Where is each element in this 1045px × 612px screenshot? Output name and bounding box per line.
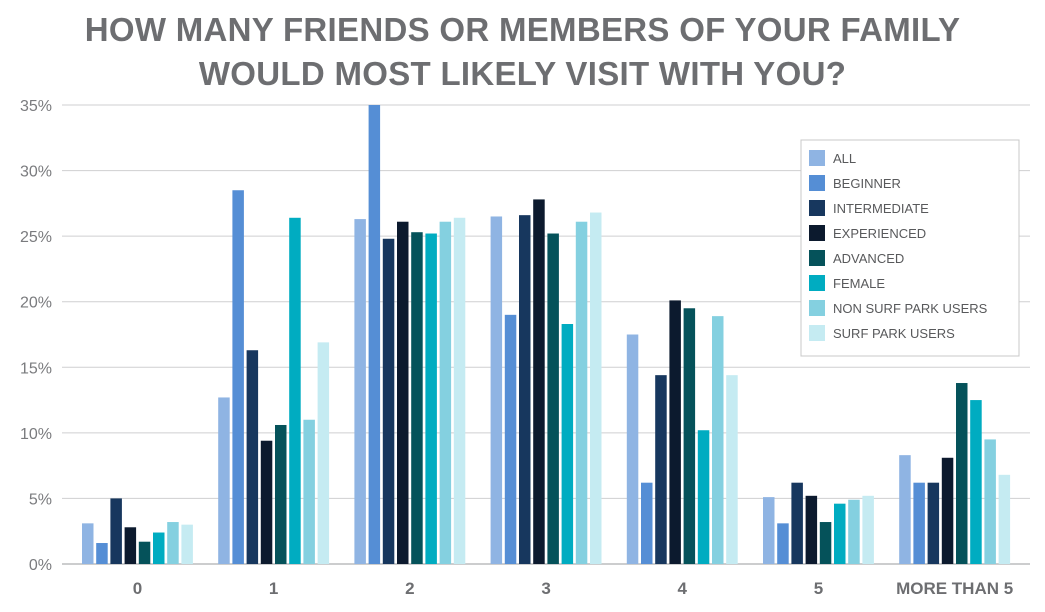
x-tick-label: 1 bbox=[269, 579, 278, 598]
y-tick-label: 20% bbox=[20, 295, 52, 312]
bar bbox=[641, 482, 653, 564]
bar bbox=[490, 216, 503, 564]
bar bbox=[218, 397, 230, 564]
chart-title-line-1: HOW MANY FRIENDS OR MEMBERS OF YOUR FAMI… bbox=[84, 11, 961, 48]
legend: ALL BEGINNER INTERMEDIATE EXPERIENCED ADVANC… bbox=[800, 139, 1020, 357]
bar bbox=[519, 215, 531, 564]
bar bbox=[791, 482, 803, 564]
legend-swatch bbox=[809, 175, 825, 191]
legend-box bbox=[800, 139, 1020, 357]
bar bbox=[777, 523, 789, 564]
bars bbox=[82, 105, 1011, 565]
legend-label: ADVANCED bbox=[833, 251, 904, 266]
bar bbox=[697, 430, 710, 564]
bar bbox=[805, 495, 818, 564]
bar bbox=[970, 400, 982, 564]
y-tick-label: 5% bbox=[29, 491, 52, 508]
bar bbox=[561, 324, 574, 564]
bar bbox=[683, 308, 696, 564]
bar bbox=[167, 522, 179, 564]
legend-swatch bbox=[809, 200, 825, 216]
bar bbox=[626, 334, 639, 564]
bar bbox=[819, 522, 832, 564]
bar bbox=[397, 221, 409, 564]
legend-label: BEGINNER bbox=[833, 176, 901, 191]
legend-label: EXPERIENCED bbox=[833, 226, 926, 241]
bar bbox=[181, 524, 193, 564]
legend-swatch bbox=[809, 250, 825, 266]
bar bbox=[575, 221, 588, 564]
x-tick-label: MORE THAN 5 bbox=[896, 579, 1013, 598]
bar bbox=[712, 316, 724, 564]
bar bbox=[504, 314, 517, 564]
x-axis-tick-labels: 0 1 2 3 4 5 MORE THAN 5 bbox=[133, 579, 1013, 598]
bar bbox=[941, 457, 954, 564]
bar bbox=[834, 503, 846, 564]
bar bbox=[533, 199, 545, 564]
bar bbox=[153, 532, 165, 564]
chart-title: HOW MANY FRIENDS OR MEMBERS OF YOUR FAMI… bbox=[0, 8, 1045, 96]
x-tick-label: 3 bbox=[541, 579, 550, 598]
bar bbox=[425, 233, 437, 564]
y-tick-label: 25% bbox=[20, 229, 52, 246]
bar bbox=[899, 455, 911, 564]
legend-label: FEMALE bbox=[833, 276, 885, 291]
legend-swatch bbox=[809, 150, 825, 166]
legend-swatch bbox=[809, 300, 825, 316]
bar bbox=[547, 233, 559, 564]
x-tick-label: 0 bbox=[133, 579, 142, 598]
y-tick-label: 0% bbox=[29, 557, 52, 574]
y-tick-label: 35% bbox=[20, 98, 52, 115]
bar bbox=[726, 375, 738, 564]
bar bbox=[669, 300, 681, 564]
bar bbox=[354, 219, 366, 564]
bar bbox=[317, 342, 330, 564]
bar bbox=[289, 217, 301, 565]
y-tick-label: 30% bbox=[20, 164, 52, 181]
bar bbox=[956, 383, 968, 564]
y-tick-label: 15% bbox=[20, 360, 52, 377]
legend-label: SURF PARK USERS bbox=[833, 326, 955, 341]
y-axis-tick-labels: 0% 5% 10% 15% 20% 25% 30% 35% bbox=[20, 98, 52, 574]
bar bbox=[411, 232, 423, 565]
bar bbox=[998, 474, 1011, 564]
bar bbox=[368, 105, 381, 564]
x-tick-label: 2 bbox=[405, 579, 414, 598]
legend-label: ALL bbox=[833, 151, 856, 166]
x-tick-label: 5 bbox=[814, 579, 823, 598]
bar bbox=[382, 238, 395, 564]
bar bbox=[82, 523, 94, 564]
legend-swatch bbox=[809, 225, 825, 241]
legend-label: INTERMEDIATE bbox=[833, 201, 929, 216]
bar bbox=[862, 495, 874, 564]
chart-title-line-2: WOULD MOST LIKELY VISIT WITH YOU? bbox=[198, 55, 847, 92]
bar bbox=[913, 482, 925, 564]
bar bbox=[848, 499, 860, 564]
bar bbox=[984, 439, 996, 564]
x-tick-label: 4 bbox=[678, 579, 688, 598]
bar bbox=[124, 527, 137, 564]
bar bbox=[275, 424, 287, 564]
bar bbox=[439, 221, 452, 564]
legend-swatch bbox=[809, 275, 825, 291]
bar bbox=[763, 497, 775, 564]
bar bbox=[655, 375, 667, 564]
bar bbox=[453, 217, 466, 565]
bar bbox=[96, 543, 108, 564]
bar bbox=[590, 212, 602, 564]
bar bbox=[110, 498, 122, 564]
bar bbox=[260, 440, 273, 564]
legend-label: NON SURF PARK USERS bbox=[833, 301, 988, 316]
bar bbox=[138, 541, 151, 564]
bar bbox=[927, 482, 940, 564]
bar bbox=[232, 190, 244, 564]
y-tick-label: 10% bbox=[20, 426, 52, 443]
legend-swatch bbox=[809, 325, 825, 341]
bar bbox=[303, 419, 315, 564]
bar bbox=[246, 350, 259, 564]
